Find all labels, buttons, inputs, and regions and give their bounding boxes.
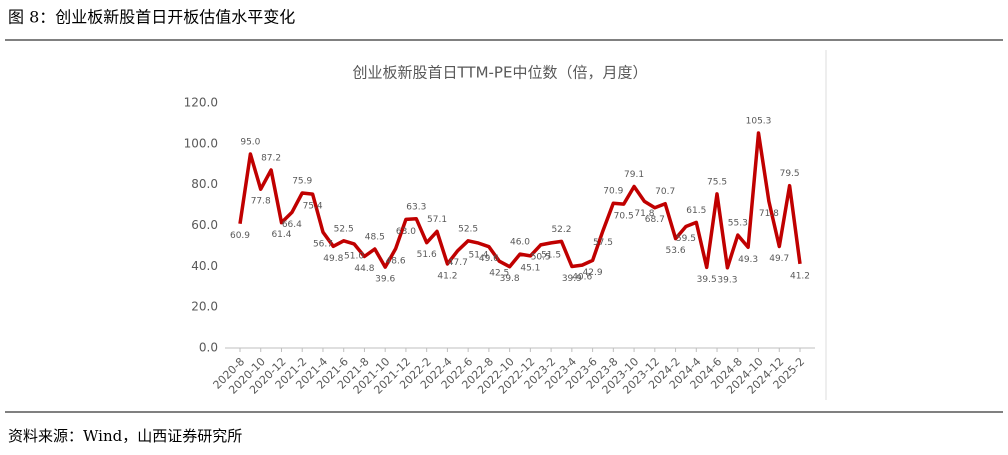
chart-title: 创业板新股首日TTM-PE中位数（倍，月度） xyxy=(353,64,648,82)
data-label: 42.5 xyxy=(489,269,509,279)
source-note: 资料来源：Wind，山西证券研究所 xyxy=(8,427,242,445)
data-label: 77.8 xyxy=(251,197,271,207)
data-label: 57.1 xyxy=(427,215,447,225)
data-label: 39.8 xyxy=(500,274,520,284)
data-label: 66.4 xyxy=(282,220,302,230)
data-label: 71.8 xyxy=(759,209,779,219)
data-label: 47.7 xyxy=(448,258,468,268)
data-label: 56.7 xyxy=(313,240,333,250)
data-label: 70.5 xyxy=(614,212,634,222)
data-label: 46.0 xyxy=(510,238,530,248)
data-label: 41.2 xyxy=(790,271,810,281)
data-label: 44.8 xyxy=(354,264,374,274)
y-tick-label: 80.0 xyxy=(191,177,218,191)
data-label: 52.5 xyxy=(458,224,478,234)
data-label: 50.5 xyxy=(531,252,551,262)
y-tick-label: 0.0 xyxy=(199,341,218,355)
y-tick-label: 40.0 xyxy=(191,259,218,273)
data-label: 39.6 xyxy=(375,275,395,285)
data-label: 52.5 xyxy=(334,224,354,234)
data-label: 51.5 xyxy=(541,250,561,260)
data-line xyxy=(238,131,802,270)
data-label: 61.4 xyxy=(271,230,291,240)
data-label: 105.3 xyxy=(746,117,772,127)
data-label: 71.8 xyxy=(634,209,654,219)
data-label: 70.9 xyxy=(603,187,623,197)
data-label: 59.5 xyxy=(676,234,696,244)
data-label: 51.4 xyxy=(468,251,488,261)
data-label: 39.5 xyxy=(697,275,717,285)
data-label: 40.6 xyxy=(572,273,592,283)
y-tick-label: 120.0 xyxy=(184,96,218,110)
data-label: 79.5 xyxy=(780,169,800,179)
data-label: 39.9 xyxy=(562,274,582,284)
data-label: 39.3 xyxy=(717,275,737,285)
y-tick-label: 20.0 xyxy=(191,300,218,314)
data-label: 49.6 xyxy=(479,254,499,264)
y-tick-label: 60.0 xyxy=(191,218,218,232)
data-label: 49.3 xyxy=(738,255,758,265)
data-label: 41.2 xyxy=(437,271,457,281)
data-label: 61.5 xyxy=(686,206,706,216)
data-label: 51.0 xyxy=(344,251,364,261)
data-label: 60.9 xyxy=(230,231,250,241)
data-label: 49.8 xyxy=(323,254,343,264)
data-label: 55.3 xyxy=(728,219,748,229)
data-label: 75.9 xyxy=(292,177,312,187)
data-label: 48.5 xyxy=(365,232,385,242)
data-label: 63.0 xyxy=(396,227,416,237)
data-label: 45.1 xyxy=(520,263,540,273)
data-label: 49.7 xyxy=(769,254,789,264)
y-tick-label: 100.0 xyxy=(184,136,218,150)
data-label: 70.7 xyxy=(655,187,675,197)
data-label: 57.5 xyxy=(593,238,613,248)
data-label: 53.6 xyxy=(666,246,686,256)
figure-title: 图 8：创业板新股首日开板估值水平变化 xyxy=(8,8,295,27)
data-label: 75.4 xyxy=(303,202,323,212)
data-label: 51.6 xyxy=(417,250,437,260)
data-label: 95.0 xyxy=(240,138,260,148)
data-label: 42.9 xyxy=(583,268,603,278)
data-label: 48.6 xyxy=(386,256,406,266)
data-label: 52.2 xyxy=(551,225,571,235)
data-label: 63.3 xyxy=(406,202,426,212)
data-label: 79.1 xyxy=(624,170,644,180)
data-label: 87.2 xyxy=(261,153,281,163)
data-label: 68.7 xyxy=(645,215,665,225)
data-label: 75.5 xyxy=(707,177,727,187)
